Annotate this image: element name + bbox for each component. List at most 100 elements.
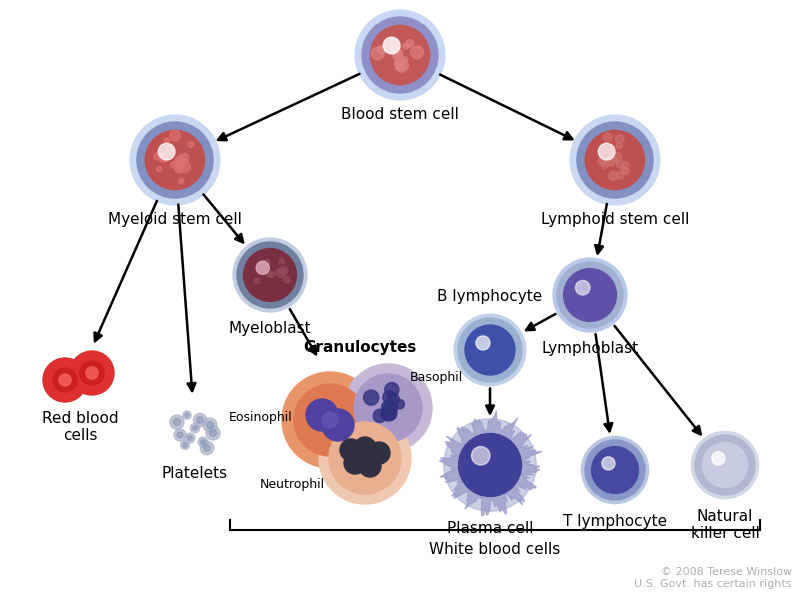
Text: Eosinophil: Eosinophil [228, 411, 292, 424]
Circle shape [185, 413, 189, 417]
Text: Granulocytes: Granulocytes [303, 340, 417, 355]
Circle shape [621, 167, 627, 174]
Circle shape [279, 266, 288, 275]
Circle shape [712, 452, 725, 465]
Circle shape [146, 130, 205, 190]
Circle shape [43, 358, 87, 402]
Text: Myeloblast: Myeloblast [229, 321, 311, 336]
Circle shape [402, 57, 407, 63]
Circle shape [465, 325, 515, 375]
Circle shape [200, 441, 214, 455]
Circle shape [410, 46, 423, 59]
Circle shape [383, 37, 400, 54]
Circle shape [585, 440, 645, 500]
Circle shape [395, 399, 405, 409]
Circle shape [254, 278, 259, 284]
Circle shape [201, 439, 206, 444]
Circle shape [354, 374, 422, 442]
Circle shape [154, 153, 162, 160]
Circle shape [197, 417, 203, 423]
Circle shape [193, 426, 198, 430]
Text: Neutrophil: Neutrophil [260, 478, 325, 491]
Circle shape [322, 412, 338, 428]
Circle shape [198, 437, 208, 447]
Circle shape [458, 318, 522, 382]
Circle shape [385, 383, 399, 397]
Circle shape [170, 415, 184, 429]
Circle shape [282, 372, 378, 468]
Circle shape [174, 429, 186, 441]
Circle shape [383, 402, 398, 416]
Circle shape [158, 143, 175, 160]
Circle shape [582, 436, 649, 504]
Circle shape [80, 361, 104, 385]
Circle shape [570, 115, 660, 205]
Circle shape [165, 146, 174, 155]
Circle shape [557, 262, 623, 328]
Circle shape [382, 401, 395, 414]
Circle shape [592, 447, 638, 493]
Circle shape [586, 130, 645, 190]
Circle shape [393, 49, 403, 59]
Circle shape [294, 384, 366, 456]
Circle shape [266, 271, 272, 277]
Circle shape [444, 419, 536, 511]
Circle shape [393, 41, 399, 47]
Circle shape [616, 172, 623, 179]
Circle shape [206, 421, 214, 429]
Circle shape [164, 138, 170, 143]
Circle shape [203, 418, 217, 432]
Circle shape [617, 161, 624, 168]
Circle shape [177, 432, 183, 438]
Circle shape [702, 442, 747, 488]
Circle shape [306, 399, 338, 431]
Circle shape [175, 156, 186, 167]
Circle shape [609, 171, 618, 180]
Text: T lymphocyte: T lymphocyte [563, 514, 667, 529]
Circle shape [476, 336, 490, 350]
Circle shape [283, 276, 290, 283]
Text: Natural
killer cell: Natural killer cell [690, 509, 759, 541]
Circle shape [383, 390, 396, 404]
Circle shape [602, 457, 615, 470]
Circle shape [137, 122, 213, 198]
Circle shape [210, 429, 217, 436]
Text: Platelets: Platelets [162, 466, 228, 481]
Circle shape [379, 45, 386, 53]
Circle shape [187, 436, 193, 441]
Circle shape [390, 43, 401, 54]
Circle shape [179, 153, 189, 163]
Circle shape [359, 455, 381, 477]
Text: Basophil: Basophil [410, 371, 463, 384]
Circle shape [458, 433, 522, 497]
Circle shape [601, 161, 608, 168]
Text: Red blood
cells: Red blood cells [42, 411, 118, 444]
Circle shape [603, 133, 612, 141]
Circle shape [454, 314, 526, 386]
Polygon shape [439, 411, 542, 516]
Circle shape [59, 374, 71, 386]
Circle shape [613, 153, 622, 161]
Circle shape [170, 130, 180, 141]
Circle shape [598, 143, 615, 160]
Circle shape [178, 161, 190, 173]
Circle shape [471, 447, 490, 465]
Circle shape [279, 259, 284, 264]
Circle shape [615, 135, 624, 143]
Circle shape [394, 59, 403, 68]
Circle shape [608, 156, 618, 165]
Circle shape [256, 261, 270, 275]
Circle shape [691, 432, 758, 498]
Circle shape [604, 156, 614, 166]
Circle shape [181, 441, 190, 450]
Circle shape [395, 63, 403, 70]
Circle shape [264, 259, 270, 265]
Circle shape [329, 422, 401, 494]
Circle shape [340, 439, 362, 461]
Text: Lymphoblast: Lymphoblast [542, 341, 638, 356]
Circle shape [381, 406, 396, 421]
Circle shape [319, 412, 411, 504]
Text: Blood stem cell: Blood stem cell [341, 107, 459, 122]
Circle shape [183, 411, 191, 419]
Circle shape [397, 61, 406, 70]
